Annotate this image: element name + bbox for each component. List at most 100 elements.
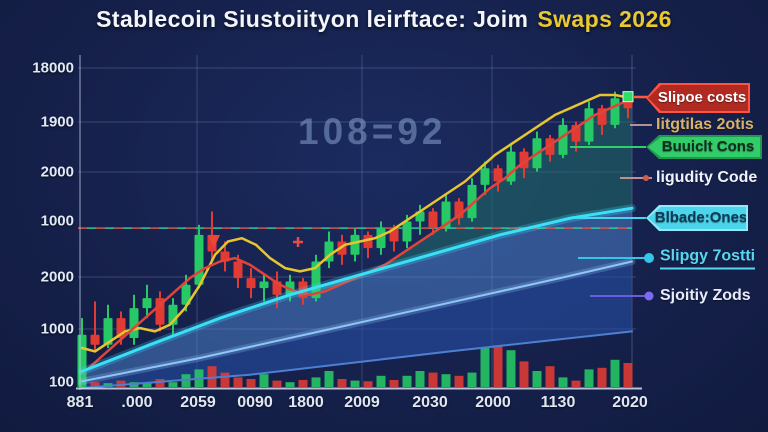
- volume-bar: [246, 379, 256, 387]
- volume-bar: [324, 371, 334, 387]
- volume-bar: [558, 377, 568, 387]
- callout-slipgy-7ostti: Slipgy 7ostti: [660, 247, 756, 270]
- volume-bar: [467, 372, 477, 387]
- x-axis-label: .000: [121, 394, 153, 411]
- candle-body: [155, 298, 165, 325]
- volume-bar: [545, 366, 555, 387]
- candle-body: [610, 98, 620, 125]
- volume-bar: [389, 379, 399, 387]
- x-axis-label: 1800: [288, 394, 324, 411]
- callout-dot: [643, 175, 649, 181]
- x-axis-label: 881: [66, 394, 94, 411]
- volume-bar: [259, 374, 269, 387]
- candle-body: [402, 221, 412, 242]
- y-axis-label: 1900: [40, 113, 74, 131]
- cyan-trend: [80, 206, 634, 373]
- callout-box: Slipgy 7ostti: [660, 247, 756, 270]
- callout-dot: [644, 291, 654, 301]
- volume-bar: [311, 377, 321, 387]
- chart-title: Stablecoin Siustoiityon leirftace: Joim S…: [0, 6, 768, 33]
- callout-iitgtilas-2otis: Iitgtilas 2otis: [656, 115, 754, 135]
- candle-body: [103, 318, 113, 345]
- y-axis-label: 2000: [40, 268, 74, 286]
- volume-bar: [415, 371, 425, 387]
- callout-box: Iitgtilas 2otis: [656, 116, 754, 133]
- y-axis-label: 1000: [40, 212, 74, 230]
- callout-box: Blbade:Ones: [646, 205, 748, 231]
- callout-ligudity-code: ligudity Code: [656, 168, 757, 188]
- x-axis-label: 1130: [540, 394, 576, 411]
- volume-bar: [402, 375, 412, 387]
- volume-bar: [519, 361, 529, 387]
- candle-body: [194, 234, 204, 285]
- volume-bar: [428, 372, 438, 387]
- yellow-ma: [80, 93, 634, 353]
- y-axis-label: 2000: [40, 163, 74, 181]
- candle-body: [558, 124, 568, 155]
- volume-bar: [142, 383, 152, 387]
- candle-body: [233, 261, 243, 279]
- volume-bar: [441, 374, 451, 387]
- candle-body: [259, 281, 269, 289]
- volume-bar: [454, 375, 464, 387]
- volume-bar: [597, 367, 607, 387]
- callout-box: ligudity Code: [656, 169, 758, 186]
- volume-bar: [272, 380, 282, 387]
- volume-bar: [207, 366, 217, 387]
- candle-body: [584, 108, 594, 142]
- volume-bar: [168, 382, 178, 387]
- candle-body: [129, 308, 139, 339]
- volume-bar: [233, 377, 243, 387]
- candle-body: [428, 211, 438, 229]
- watermark-text: 108=92: [298, 111, 447, 152]
- x-axis-label: 0090: [237, 394, 273, 411]
- candle-body: [480, 168, 490, 185]
- y-axis-label: 1000: [40, 320, 74, 338]
- volume-bar: [610, 359, 620, 387]
- callout-box: Slipoe costs: [646, 83, 750, 113]
- chart-title-main: Stablecoin Siustoiityon leirftace: Joim: [96, 6, 529, 32]
- band-bottom: [81, 330, 633, 389]
- volume-bar: [480, 347, 490, 387]
- volume-bar: [90, 382, 100, 387]
- callout-box: Sjoitiy Zods: [660, 287, 751, 304]
- callout-blbade-ones: Blbade:Ones: [646, 205, 748, 231]
- y-axis-label: 18000: [32, 59, 74, 77]
- candle-body: [246, 278, 256, 289]
- volume-bar: [571, 380, 581, 387]
- light-blue-band: [82, 208, 632, 382]
- volume-bar: [155, 379, 165, 387]
- volume-bar: [376, 375, 386, 387]
- volume-bar: [298, 379, 308, 387]
- x-axis-label: 2030: [412, 394, 448, 411]
- volume-bar: [363, 381, 373, 387]
- volume-bar: [493, 345, 503, 387]
- candle-body: [467, 184, 477, 219]
- sell-arrow-icon: [208, 235, 220, 248]
- candle-body: [90, 334, 100, 345]
- volume-bar: [623, 363, 633, 387]
- candle-body: [493, 168, 503, 182]
- x-axis-label: 2059: [180, 394, 216, 411]
- volume-bar: [350, 380, 360, 387]
- callout-box: Buuiclt Cons: [646, 135, 762, 159]
- callout-dot: [644, 253, 654, 263]
- volume-bar: [532, 371, 542, 387]
- x-axis-label: 2000: [475, 394, 511, 411]
- candle-body: [142, 298, 152, 309]
- volume-bar: [506, 350, 516, 387]
- trend-lines: [78, 93, 636, 389]
- plus-marker-icon: [293, 237, 303, 247]
- volume-bar: [116, 380, 126, 387]
- chart-title-highlight: Swaps 2026: [537, 6, 672, 32]
- y-axis-label: 100: [48, 373, 74, 391]
- last-price-marker: [622, 91, 634, 103]
- candle-body: [350, 234, 360, 255]
- x-axis-label: 2009: [344, 394, 380, 411]
- volume-bar: [337, 379, 347, 387]
- callout-buuiclt-cons: Buuiclt Cons: [646, 135, 762, 159]
- x-axis-label: 2020: [612, 394, 648, 411]
- mid-blue-trend: [81, 260, 633, 383]
